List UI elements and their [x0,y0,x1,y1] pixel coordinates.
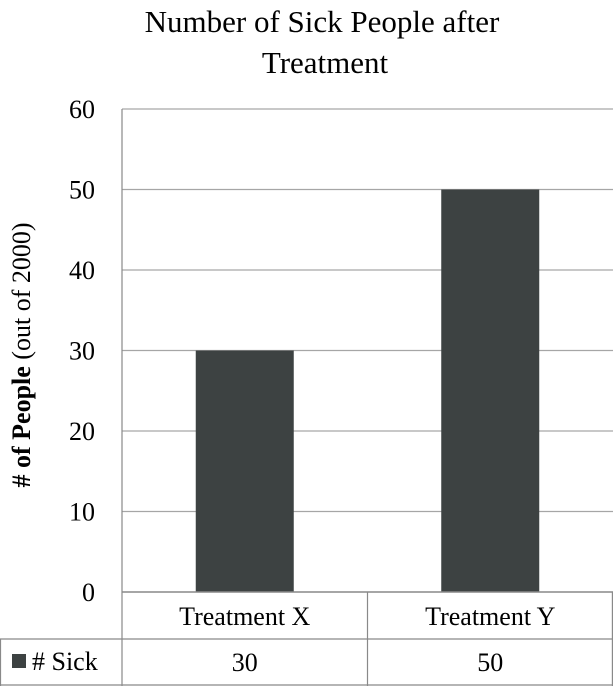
bars [195,189,540,592]
bar-2 [441,189,540,592]
y-tick-label-30: 30 [69,337,95,366]
y-tick-label-40: 40 [69,256,95,285]
table-value-1: 30 [232,648,258,677]
y-tick-label-60: 60 [69,95,95,124]
y-axis-label-bold: # of People [7,366,36,487]
table-row-label: # Sick [32,647,98,676]
y-tick-label-20: 20 [69,417,95,446]
legend-key-swatch [12,654,26,668]
y-axis-label-rest: (out of 2000) [7,222,36,366]
y-tick-label-10: 10 [69,498,95,527]
y-tick-label-50: 50 [69,176,95,205]
x-category-label-2: Treatment Y [425,602,555,631]
data-table: Treatment X Treatment Y # Sick 30 50 [0,591,613,686]
y-axis-label: # of People (out of 2000) [7,222,36,487]
y-tick-label-0: 0 [82,578,95,607]
bar-1 [195,350,294,592]
x-category-label-1: Treatment X [179,602,310,631]
gridlines [121,108,613,592]
chart-title-line-1: Number of Sick People after [145,4,500,39]
y-axis-ticks: 0 10 20 30 40 50 60 [69,95,95,607]
chart-title-line-2: Treatment [262,45,389,80]
table-value-2: 50 [477,648,503,677]
